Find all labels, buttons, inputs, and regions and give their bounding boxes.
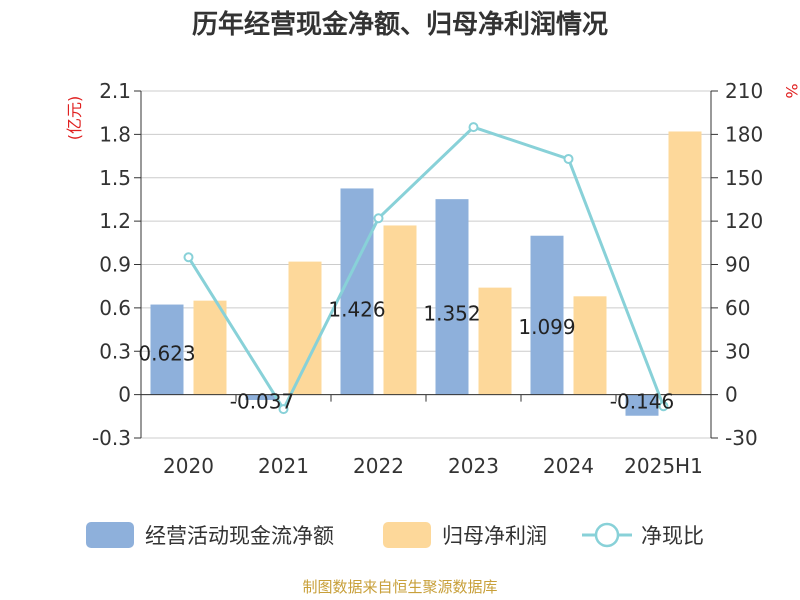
legend-cashflow-label: 经营活动现金流净额 [145,524,334,548]
left-tick-label: 0.6 [99,296,131,320]
cashflow-data-label: 1.099 [518,315,575,339]
category-label: 2020 [163,454,214,478]
left-tick-label: 1.5 [99,166,131,190]
right-tick-label: 210 [725,79,763,103]
legend-cashflow-swatch [86,522,134,548]
right-tick-label: -30 [725,426,758,450]
ratio-point [468,122,479,133]
source-note: 制图数据来自恒生聚源数据库 [302,578,497,596]
cashflow-bar [150,304,184,395]
axis-layer: -0.3 0 0.3 0.6 0.9 1.2 1.5 1.8 2.1 -30 0 30 60 90 120 1… [92,79,763,478]
ratio-point [183,252,194,263]
line-layer [183,122,669,415]
left-tick-label: 1.8 [99,122,131,146]
net-profit-bar [573,296,607,395]
left-tick-label: 0.9 [99,253,131,277]
legend: 经营活动现金流净额 归母净利润 净现比 [86,522,704,548]
ratio-point [278,404,289,415]
category-label: 2022 [353,454,404,478]
cashflow-bar [530,235,564,395]
cashflow-data-label: 0.623 [138,341,195,365]
category-label: 2025H1 [624,454,703,478]
left-tick-label: 2.1 [99,79,131,103]
ratio-line [187,125,665,413]
left-tick-label: 0 [118,383,131,407]
category-label: 2021 [258,454,309,478]
right-tick-label: 120 [725,209,763,233]
cashflow-data-label: -0.146 [610,390,674,414]
right-axis-unit: % [782,83,800,98]
net-profit-bar [478,287,512,395]
ratio-point [563,153,574,164]
cashflow-bar [435,199,469,395]
bar-layer [150,131,702,416]
cashflow-data-label: -0.037 [230,390,294,414]
cashflow-data-label: 1.352 [423,301,480,325]
category-label: 2024 [543,454,594,478]
left-tick-label: 0.3 [99,339,131,363]
net-profit-bar [193,300,227,395]
ratio-point [373,213,384,224]
ratio-point [658,401,669,412]
right-tick-label: 60 [725,296,750,320]
cashflow-bar [245,394,279,400]
left-tick-label: -0.3 [92,426,131,450]
right-tick-label: 0 [725,383,738,407]
cashflow-data-label: 1.426 [328,297,385,321]
legend-ratio-label: 净现比 [641,524,704,548]
cashflow-bar [340,188,374,395]
net-profit-bar [668,131,702,395]
label-layer: 0.623 -0.037 1.426 1.352 1.099 -0.146 [138,297,674,413]
cashflow-bar [625,394,659,416]
right-tick-label: 150 [725,166,763,190]
left-axis-unit: (亿元) [65,96,84,141]
legend-ratio-swatch-marker [594,522,620,548]
net-profit-bar [383,225,417,395]
right-tick-label: 180 [725,122,763,146]
left-tick-label: 1.2 [99,209,131,233]
legend-net-profit-swatch [383,522,431,548]
category-label: 2023 [448,454,499,478]
right-tick-label: 90 [725,253,750,277]
net-profit-bar [288,261,322,395]
legend-net-profit-label: 归母净利润 [442,524,547,548]
chart-title: 历年经营现金净额、归母净利润情况 [192,9,608,40]
right-tick-label: 30 [725,339,750,363]
